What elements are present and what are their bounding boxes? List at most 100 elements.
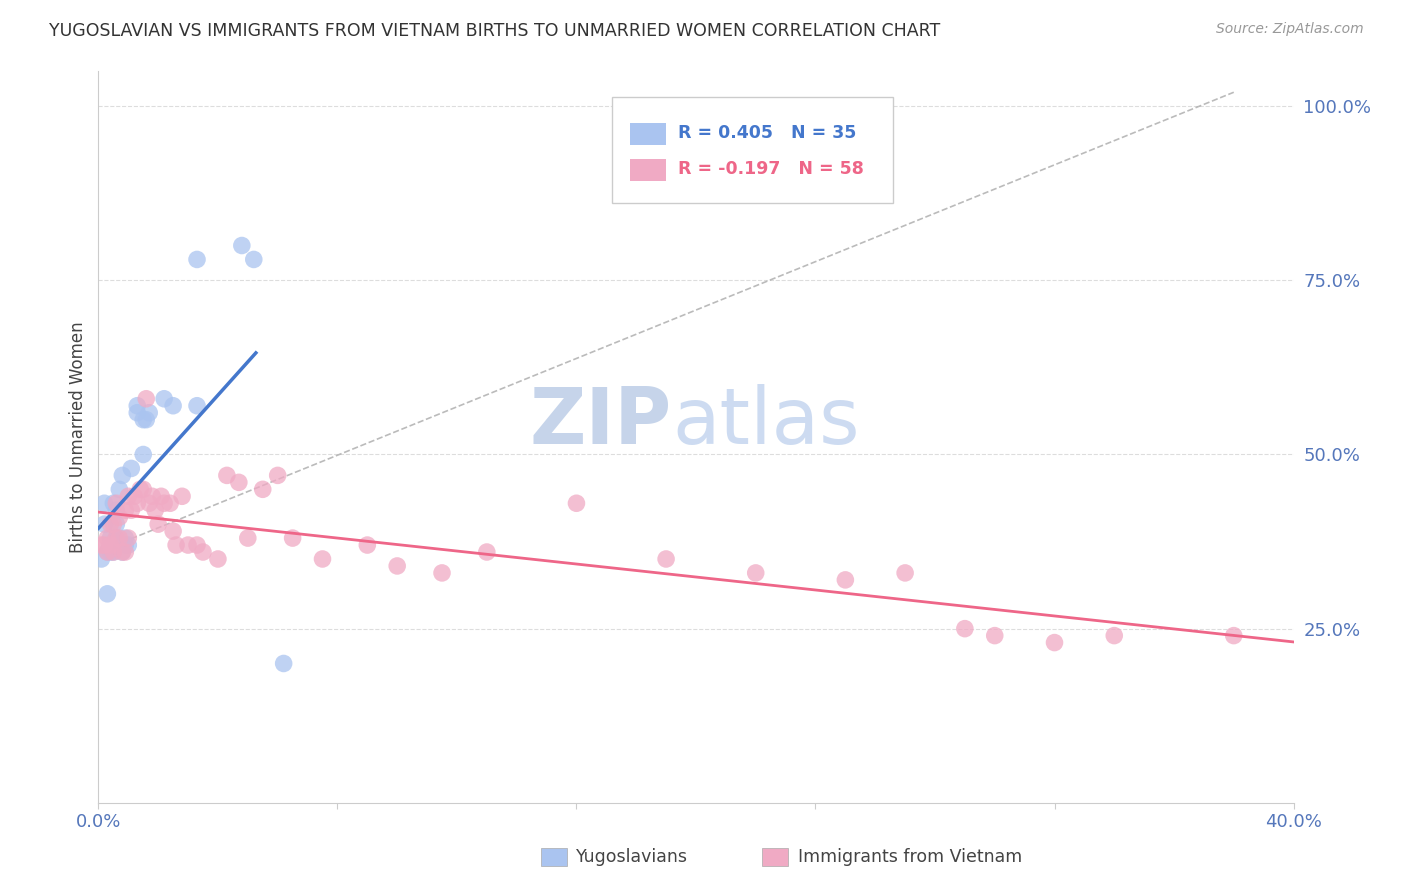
Point	[114, 538, 136, 552]
Text: ZIP: ZIP	[530, 384, 672, 460]
Point	[93, 517, 115, 532]
Point	[207, 552, 229, 566]
Point	[111, 545, 134, 559]
Point	[105, 531, 128, 545]
Text: R = -0.197   N = 58: R = -0.197 N = 58	[678, 161, 863, 178]
Point	[143, 503, 166, 517]
Text: Yugoslavians: Yugoslavians	[576, 848, 689, 866]
Point	[93, 538, 115, 552]
Point	[120, 461, 142, 475]
Point	[124, 489, 146, 503]
Point	[120, 503, 142, 517]
Text: Source: ZipAtlas.com: Source: ZipAtlas.com	[1216, 22, 1364, 37]
Point	[162, 399, 184, 413]
Point	[105, 503, 128, 517]
Point	[243, 252, 266, 267]
Point	[105, 531, 128, 545]
Point	[114, 503, 136, 517]
Point	[281, 531, 304, 545]
Point	[111, 545, 134, 559]
Point	[159, 496, 181, 510]
Point	[267, 468, 290, 483]
Bar	[630, 159, 666, 181]
Point	[98, 538, 122, 552]
Point	[141, 489, 163, 503]
Point	[252, 483, 274, 497]
Point	[153, 392, 176, 406]
Bar	[630, 122, 666, 145]
Point	[132, 483, 155, 497]
Point	[148, 517, 170, 532]
Point	[103, 496, 125, 510]
Point	[105, 517, 128, 532]
Point	[90, 538, 112, 552]
Point	[108, 538, 131, 552]
Text: Immigrants from Vietnam: Immigrants from Vietnam	[797, 848, 1022, 866]
Point	[114, 531, 136, 545]
Point	[132, 412, 155, 426]
Point	[117, 538, 139, 552]
Point	[162, 524, 184, 538]
Point	[894, 566, 917, 580]
Bar	[762, 848, 787, 866]
Text: R = 0.405   N = 35: R = 0.405 N = 35	[678, 124, 856, 142]
Point	[385, 558, 409, 573]
FancyBboxPatch shape	[613, 97, 893, 203]
Point	[1223, 629, 1246, 643]
Point	[108, 510, 131, 524]
Point	[1043, 635, 1066, 649]
Point	[231, 238, 253, 252]
Point	[103, 545, 125, 559]
Point	[132, 448, 155, 462]
Point	[186, 399, 208, 413]
Point	[127, 496, 149, 510]
Point	[98, 517, 122, 532]
Y-axis label: Births to Unmarried Women: Births to Unmarried Women	[69, 321, 87, 553]
Point	[96, 545, 118, 559]
Point	[98, 538, 122, 552]
Point	[215, 468, 238, 483]
Point	[953, 622, 976, 636]
Point	[150, 489, 173, 503]
Point	[745, 566, 768, 580]
Point	[103, 517, 125, 532]
Point	[108, 483, 131, 497]
Point	[108, 531, 131, 545]
Point	[98, 531, 122, 545]
Point	[96, 587, 118, 601]
Point	[93, 496, 115, 510]
Point	[117, 489, 139, 503]
Point	[129, 483, 152, 497]
Point	[655, 552, 678, 566]
Point	[430, 566, 453, 580]
Point	[135, 392, 157, 406]
Point	[236, 531, 259, 545]
Point	[834, 573, 856, 587]
Text: atlas: atlas	[672, 384, 859, 460]
Point	[191, 545, 214, 559]
Point	[177, 538, 200, 552]
Bar	[541, 848, 567, 866]
Point	[111, 468, 134, 483]
Point	[172, 489, 194, 503]
Point	[90, 552, 112, 566]
Point	[273, 657, 295, 671]
Point	[117, 531, 139, 545]
Point	[311, 552, 333, 566]
Point	[565, 496, 588, 510]
Point	[1104, 629, 1126, 643]
Point	[98, 545, 122, 559]
Point	[127, 399, 149, 413]
Point	[186, 538, 208, 552]
Point	[135, 412, 157, 426]
Point	[103, 538, 125, 552]
Point	[103, 545, 125, 559]
Point	[356, 538, 378, 552]
Point	[127, 406, 149, 420]
Point	[475, 545, 498, 559]
Point	[114, 545, 136, 559]
Point	[138, 406, 160, 420]
Point	[96, 531, 118, 545]
Text: YUGOSLAVIAN VS IMMIGRANTS FROM VIETNAM BIRTHS TO UNMARRIED WOMEN CORRELATION CHA: YUGOSLAVIAN VS IMMIGRANTS FROM VIETNAM B…	[49, 22, 941, 40]
Point	[228, 475, 250, 490]
